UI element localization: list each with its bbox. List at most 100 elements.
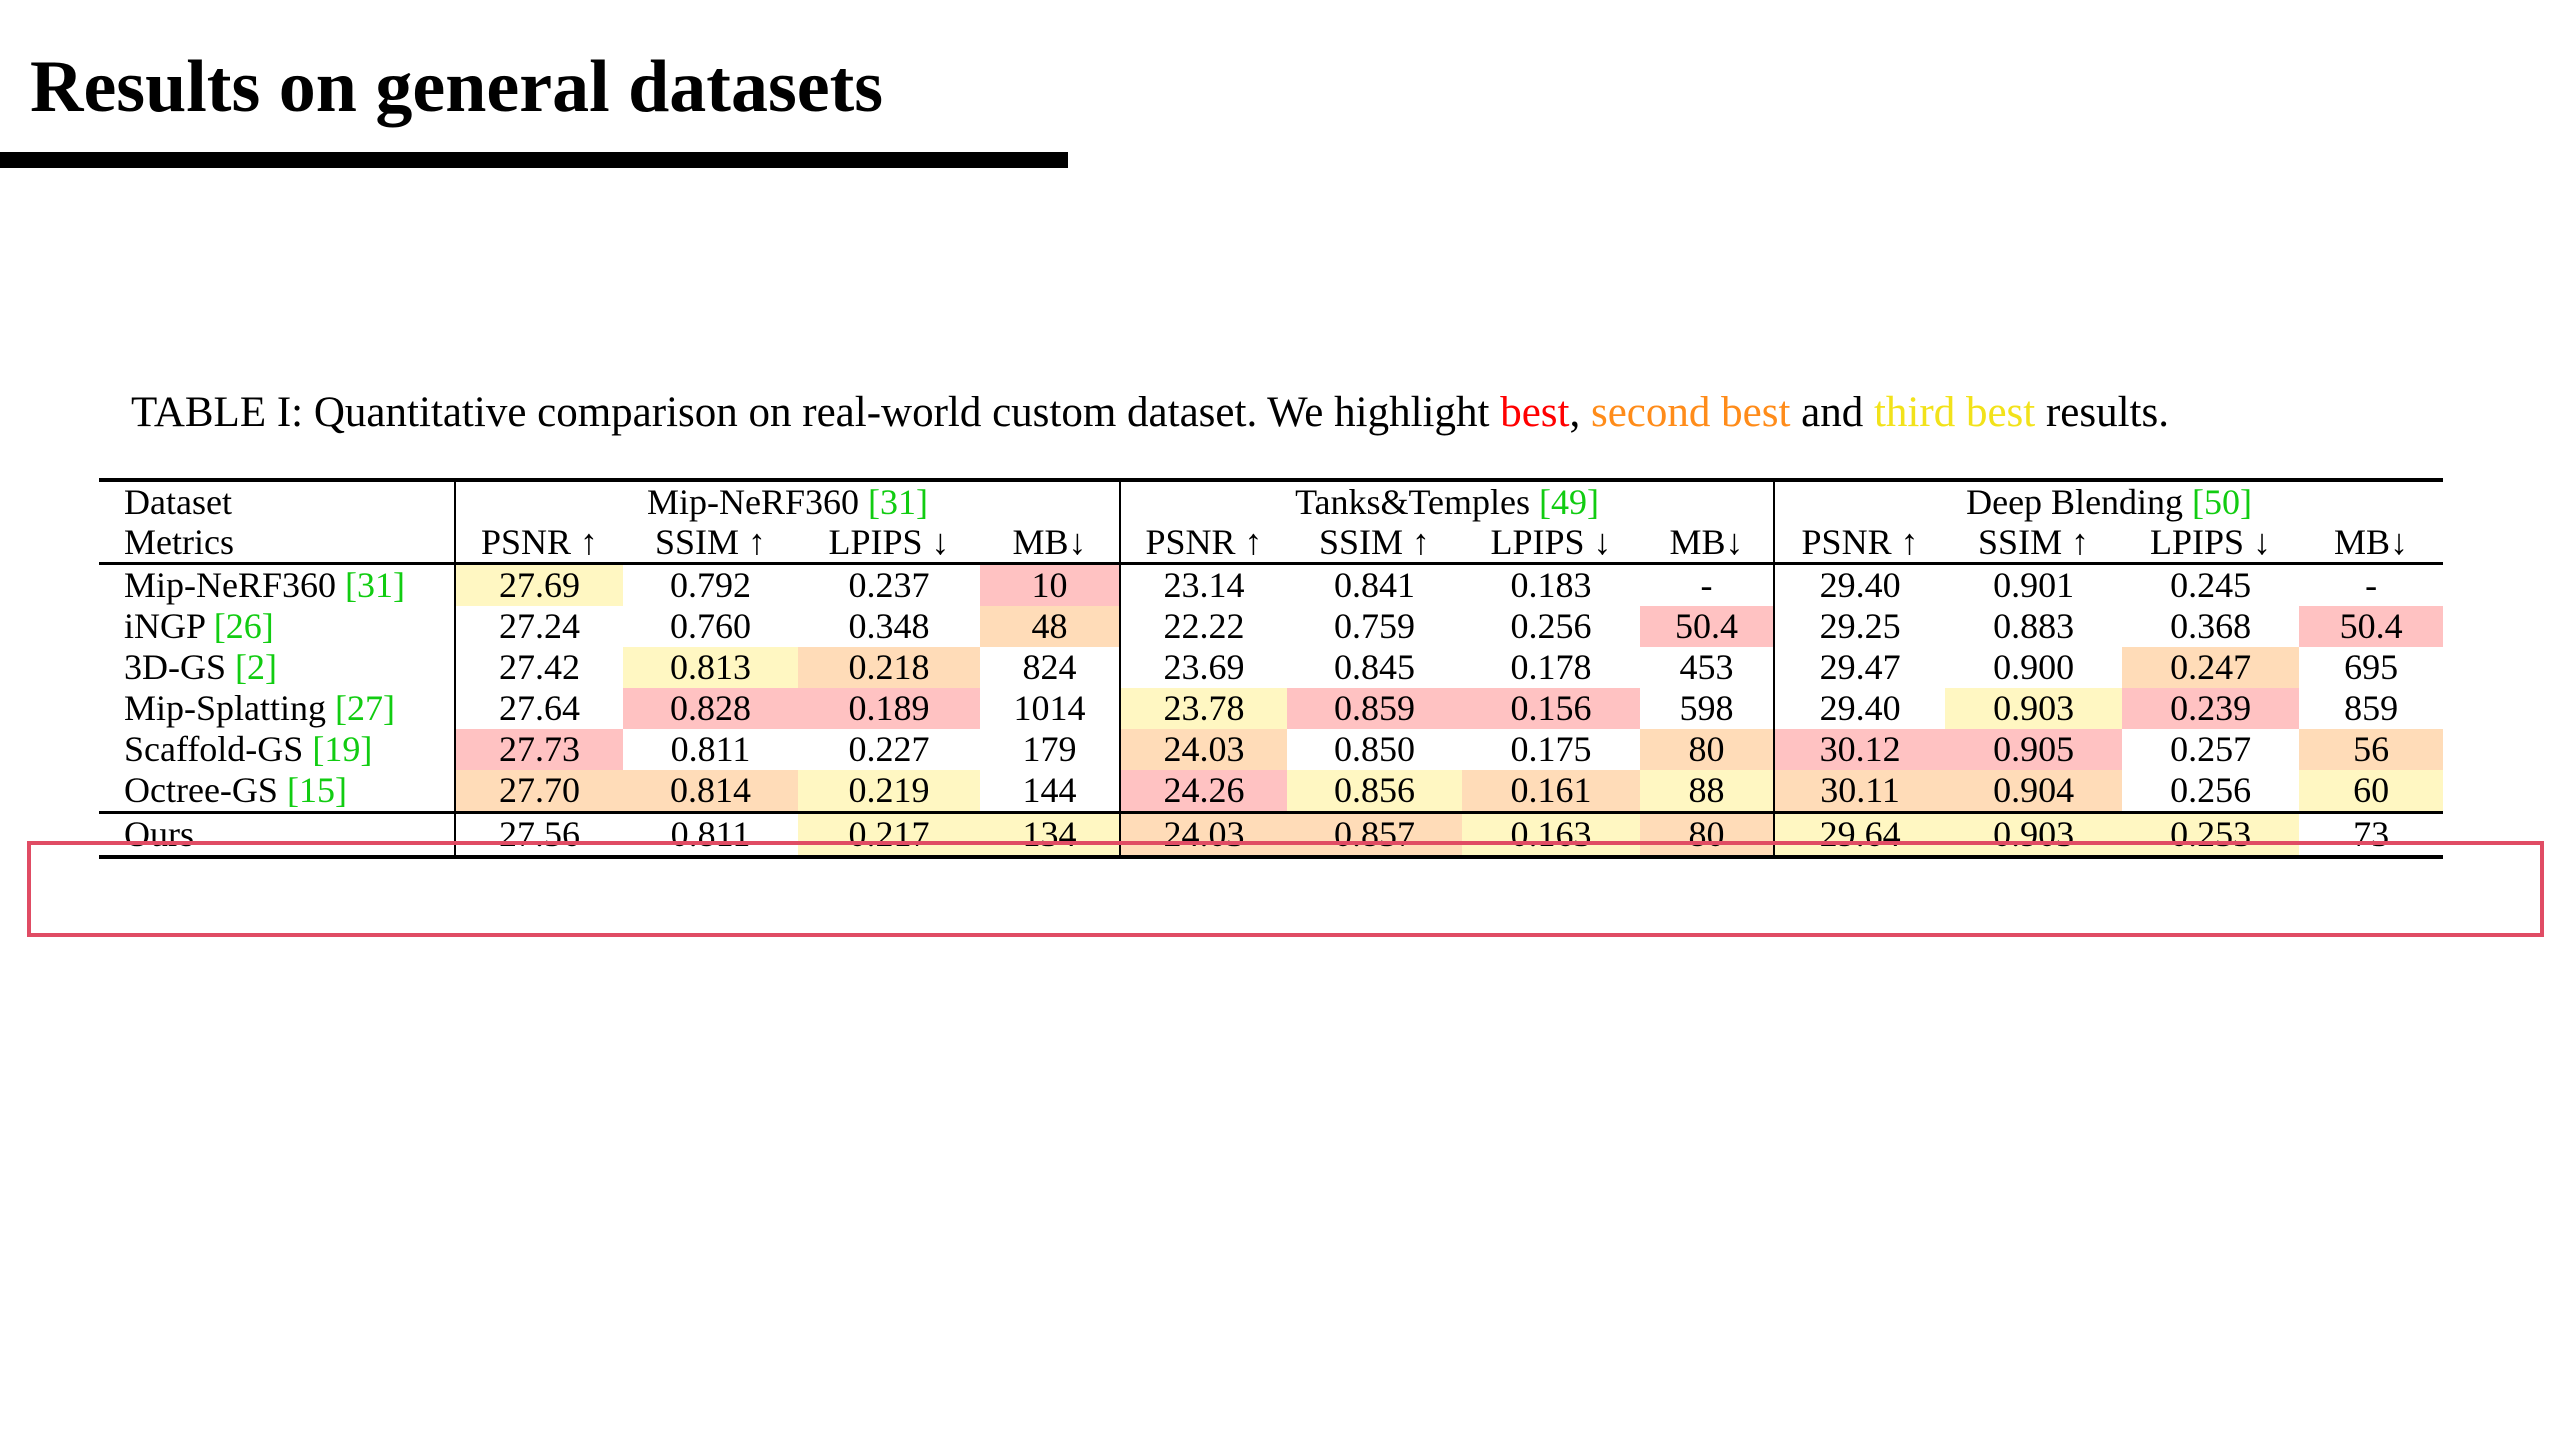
metrics-header-row: Metrics PSNR ↑ SSIM ↑ LPIPS ↓ MB↓ PSNR ↑…	[99, 522, 2444, 565]
cell-deep-blending-psnr: 29.40	[1773, 688, 1946, 729]
cell-mipnerf360-ssim: 0.811	[670, 729, 751, 769]
cell-mipnerf360-ssim: 0.760	[670, 606, 751, 646]
cell-mipnerf360-mb: 144	[1022, 770, 1077, 810]
metric-header-lpips: LPIPS ↓	[2122, 522, 2300, 565]
citation-link[interactable]: [50]	[2192, 482, 2253, 522]
table-row-ours: Ours 27.56 0.811 0.217 134 24.03 0.857 0.163 80…	[99, 811, 2444, 859]
cell-deep-blending-psnr: 30.11	[1773, 770, 1946, 813]
cell-mipnerf360-ssim: 0.814	[623, 770, 798, 813]
metric-header-psnr: PSNR ↑	[454, 522, 623, 565]
cell-tanks-temples-ssim: 0.850	[1334, 729, 1416, 769]
cell-deep-blending-psnr: 29.40	[1773, 563, 1946, 606]
cell-mipnerf360-ssim: 0.792	[670, 565, 751, 605]
table-row: iNGP [26] 27.24 0.760 0.348 48 22.22 0.759 0.25…	[99, 606, 2444, 647]
cell-mipnerf360-ssim: 0.813	[623, 647, 798, 688]
cell-tanks-temples-lpips: 0.156	[1462, 688, 1641, 729]
cell-mipnerf360-ssim: 0.811	[623, 811, 798, 859]
cell-tanks-temples-mb: 88	[1640, 770, 1775, 813]
method-label: iNGP	[124, 606, 214, 646]
cell-tanks-temples-psnr: 23.69	[1119, 647, 1288, 688]
caption-separator: and	[1790, 389, 1874, 436]
cell-deep-blending-lpips: 0.368	[2170, 606, 2252, 646]
cell-deep-blending-lpips: 0.256	[2170, 770, 2252, 810]
citation-link[interactable]: [2]	[235, 647, 278, 687]
cell-mipnerf360-mb: 48	[980, 606, 1121, 647]
cell-deep-blending-lpips: 0.253	[2122, 811, 2300, 859]
metric-header-psnr: PSNR ↑	[1773, 522, 1946, 565]
cell-tanks-temples-psnr: 24.26	[1119, 770, 1288, 813]
cell-deep-blending-ssim: 0.883	[1993, 606, 2075, 646]
table-caption: TABLE I: Quantitative comparison on real…	[131, 383, 2431, 443]
table-row: Octree-GS [15] 27.70 0.814 0.219 144 24.26 0.8…	[99, 770, 2444, 813]
cell-mipnerf360-psnr: 27.24	[454, 606, 623, 647]
cell-tanks-temples-mb: 80	[1640, 811, 1775, 859]
cell-tanks-temples-psnr: 23.78	[1119, 688, 1288, 729]
cell-tanks-temples-lpips: 0.163	[1462, 811, 1641, 859]
citation-link[interactable]: [31]	[868, 482, 929, 522]
citation-link[interactable]: [31]	[345, 565, 406, 605]
cell-deep-blending-mb: -	[2365, 565, 2378, 605]
caption-best-label: best	[1500, 389, 1570, 436]
citation-link[interactable]: [27]	[335, 688, 396, 728]
cell-mipnerf360-lpips: 0.237	[848, 565, 930, 605]
method-name: Octree-GS [15]	[99, 770, 455, 813]
cell-mipnerf360-ssim: 0.828	[623, 688, 798, 729]
citation-link[interactable]: [26]	[213, 606, 274, 646]
method-name: iNGP [26]	[99, 606, 455, 647]
method-label: Octree-GS	[124, 770, 287, 810]
cell-tanks-temples-lpips: 0.183	[1510, 565, 1592, 605]
table-row: Mip-NeRF360 [31] 27.69 0.792 0.237 10 23.14 0.…	[99, 563, 2443, 607]
metric-header-lpips: LPIPS ↓	[1462, 522, 1641, 565]
results-body: Mip-NeRF360 [31] 27.69 0.792 0.237 10 23.14 0.…	[99, 563, 2444, 813]
cell-deep-blending-lpips: 0.245	[2170, 565, 2252, 605]
cell-mipnerf360-mb: 179	[1022, 729, 1077, 769]
cell-deep-blending-mb: 56	[2299, 729, 2444, 770]
cell-tanks-temples-mb: 598	[1679, 688, 1734, 728]
cell-deep-blending-psnr: 30.12	[1773, 729, 1946, 770]
cell-tanks-temples-psnr: 24.03	[1119, 811, 1288, 859]
cell-mipnerf360-mb: 1014	[1013, 688, 1086, 728]
method-label: Scaffold-GS	[124, 729, 313, 769]
ours-body: Ours 27.56 0.811 0.217 134 24.03 0.857 0.163 80…	[99, 811, 2444, 859]
cell-mipnerf360-mb: 134	[980, 811, 1121, 859]
cell-tanks-temples-psnr: 23.14	[1119, 563, 1288, 606]
cell-deep-blending-mb: 50.4	[2299, 606, 2444, 647]
cell-deep-blending-mb: 73	[2299, 811, 2444, 859]
citation-link[interactable]: [15]	[286, 770, 347, 810]
cell-deep-blending-lpips: 0.257	[2170, 729, 2252, 769]
caption-separator: ,	[1569, 389, 1591, 436]
cell-mipnerf360-psnr: 27.73	[454, 729, 623, 770]
cell-mipnerf360-psnr: 27.70	[454, 770, 623, 813]
dataset-header-label: Dataset	[99, 478, 455, 522]
cell-mipnerf360-lpips: 0.189	[798, 688, 980, 729]
cell-tanks-temples-ssim: 0.845	[1334, 647, 1416, 687]
group-name: Deep Blending	[1966, 482, 2193, 522]
table-row: Mip-Splatting [27] 27.64 0.828 0.189 1014 23.…	[99, 688, 2443, 729]
group-header-tanks-temples: Tanks&Temples [49]	[1119, 478, 1775, 522]
metric-header-ssim: SSIM ↑	[1945, 522, 2123, 565]
method-name: Mip-NeRF360 [31]	[99, 564, 455, 607]
cell-deep-blending-psnr: 29.47	[1773, 647, 1946, 688]
citation-link[interactable]: [19]	[312, 729, 373, 769]
cell-tanks-temples-lpips: 0.178	[1510, 647, 1592, 687]
cell-tanks-temples-ssim: 0.856	[1287, 770, 1463, 813]
cell-tanks-temples-ssim: 0.841	[1334, 565, 1416, 605]
method-name-ours: Ours	[99, 811, 455, 859]
cell-deep-blending-ssim: 0.900	[1993, 647, 2075, 687]
method-label: Mip-NeRF360	[124, 565, 346, 605]
citation-link[interactable]: [49]	[1539, 482, 1599, 522]
group-name: Mip-NeRF360	[647, 482, 869, 522]
cell-mipnerf360-lpips: 0.227	[848, 729, 930, 769]
table-row: Scaffold-GS [19] 27.73 0.811 0.227 179 24.03 0…	[99, 729, 2444, 770]
cell-mipnerf360-lpips: 0.218	[798, 647, 980, 688]
metric-header-ssim: SSIM ↑	[623, 522, 798, 565]
metric-header-ssim: SSIM ↑	[1287, 522, 1463, 565]
cell-deep-blending-mb: 60	[2299, 770, 2444, 813]
cell-tanks-temples-psnr: 22.22	[1119, 606, 1288, 647]
cell-deep-blending-lpips: 0.239	[2122, 688, 2300, 729]
cell-mipnerf360-mb: 10	[980, 563, 1121, 606]
cell-tanks-temples-mb: 50.4	[1640, 606, 1775, 647]
cell-mipnerf360-lpips: 0.219	[798, 770, 980, 813]
cell-mipnerf360-psnr: 27.69	[454, 563, 623, 606]
method-label: Mip-Splatting	[124, 688, 336, 728]
